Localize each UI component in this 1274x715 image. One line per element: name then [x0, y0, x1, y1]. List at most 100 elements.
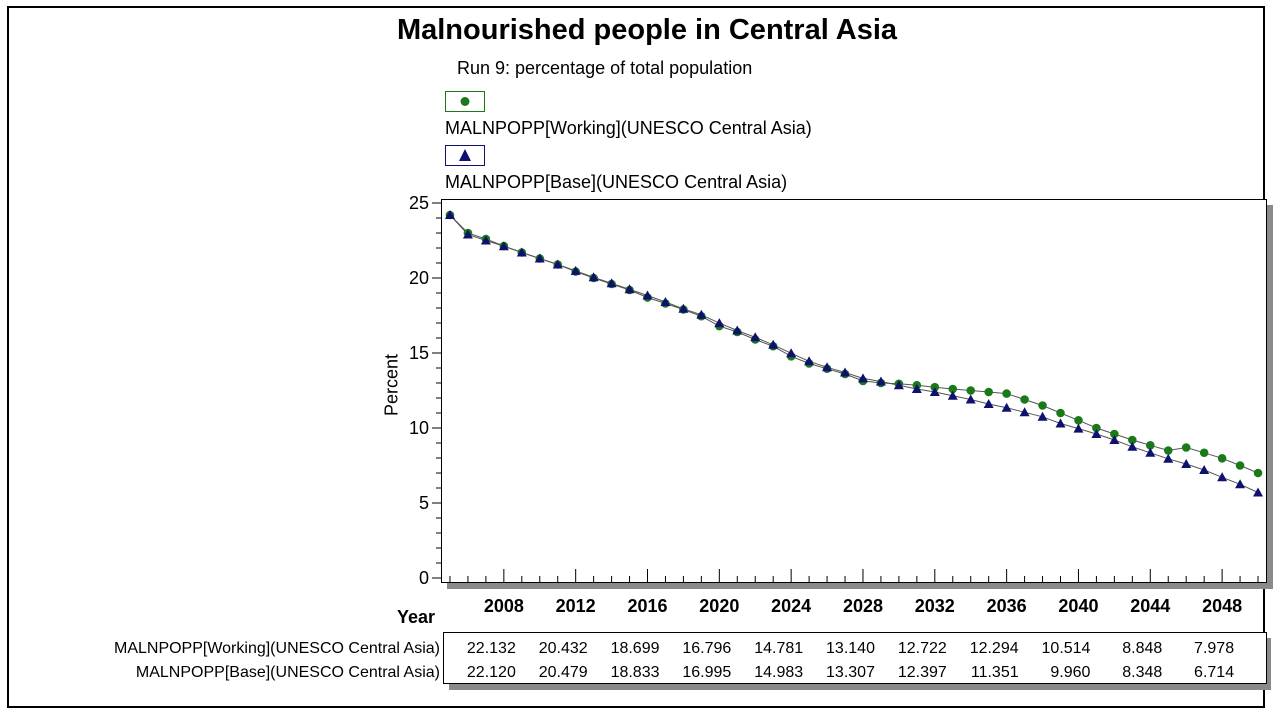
data-point-base — [786, 348, 797, 358]
x-tick-label: 2028 — [843, 596, 883, 616]
data-point-base — [1235, 479, 1246, 489]
data-point-base — [552, 259, 563, 269]
x-tick-label: 2024 — [771, 596, 811, 616]
table-cell: 18.699 — [610, 640, 660, 657]
table-cell: 14.983 — [754, 664, 804, 681]
x-tick-label: 2040 — [1058, 596, 1098, 616]
table-cell: 20.479 — [538, 664, 588, 681]
data-point-base — [498, 241, 509, 251]
series-line-1 — [449, 214, 1259, 493]
table-cell: 22.132 — [466, 640, 516, 657]
y-tick-label: 0 — [419, 568, 429, 588]
data-point-base — [875, 376, 886, 386]
x-tick-label: 2012 — [556, 596, 596, 616]
legend-label-base: MALNPOPP[Base](UNESCO Central Asia) — [445, 172, 788, 192]
data-point-base — [660, 297, 671, 306]
data-point-base — [768, 339, 779, 349]
data-point-working — [1235, 461, 1245, 470]
y-tick-label: 5 — [419, 493, 429, 513]
data-point-base — [983, 399, 994, 408]
x-axis-label: Year — [397, 607, 436, 627]
data-point-base — [1199, 465, 1210, 474]
table-cell: 13.140 — [826, 640, 875, 657]
data-point-working — [1056, 408, 1065, 418]
data-point-base — [1127, 441, 1138, 451]
chart-subtitle: Run 9: percentage of total population — [457, 58, 753, 78]
data-point-base — [570, 265, 581, 275]
table-cell: 6.714 — [1194, 664, 1235, 681]
data-point-base — [714, 318, 725, 328]
triangle-marker-icon — [459, 149, 471, 161]
x-tick-label: 2036 — [987, 596, 1027, 616]
data-point-base — [1181, 459, 1192, 468]
data-point-base — [642, 290, 653, 300]
table-cell: 11.351 — [970, 664, 1019, 681]
data-point-base — [1019, 407, 1030, 417]
legend-swatch-working — [445, 91, 485, 112]
y-tick-label: 15 — [409, 343, 429, 363]
data-point-base — [822, 362, 833, 372]
table-cell: 16.796 — [682, 640, 732, 657]
data-point-base — [444, 210, 455, 219]
data-point-base — [1145, 447, 1156, 457]
data-point-base — [929, 387, 940, 397]
data-point-base — [1163, 453, 1174, 463]
data-point-working — [1145, 440, 1155, 450]
table-cell: 12.722 — [897, 640, 947, 657]
x-tick-label: 2008 — [484, 596, 524, 616]
data-point-base — [732, 325, 743, 335]
data-point-base — [893, 380, 904, 390]
data-point-base — [1109, 435, 1120, 444]
data-point-base — [1217, 472, 1228, 482]
data-point-working — [966, 386, 976, 395]
data-point-base — [1037, 411, 1048, 421]
table-cell: 18.833 — [610, 664, 660, 681]
data-point-base — [480, 235, 491, 245]
table-cell: 12.294 — [969, 640, 1019, 657]
data-point-working — [1110, 429, 1119, 439]
data-point-working — [1092, 423, 1101, 433]
legend-label-working: MALNPOPP[Working](UNESCO Central Asia) — [445, 118, 812, 138]
data-point-working — [948, 384, 958, 394]
y-tick-label: 20 — [409, 268, 429, 288]
data-point-base — [534, 253, 545, 263]
table-cell: 16.995 — [682, 664, 732, 681]
data-point-working — [1163, 446, 1173, 455]
data-point-base — [1073, 423, 1084, 433]
data-point-base — [678, 303, 689, 313]
data-point-base — [911, 384, 922, 393]
data-point-base — [965, 394, 976, 404]
series-line-0 — [449, 214, 1259, 474]
table-cell: 14.781 — [754, 640, 804, 657]
data-point-working — [984, 387, 993, 397]
x-tick-label: 2020 — [699, 596, 739, 616]
y-tick-label: 25 — [409, 193, 429, 213]
legend-swatch-base — [445, 145, 485, 166]
data-point-base — [1001, 402, 1012, 412]
data-point-base — [1055, 418, 1066, 428]
x-tick-label: 2044 — [1130, 596, 1170, 616]
data-point-working — [1253, 468, 1263, 478]
table-cell: 8.848 — [1122, 640, 1163, 657]
data-point-working — [1074, 415, 1083, 425]
data-point-base — [1091, 429, 1102, 438]
data-point-base — [857, 373, 868, 383]
data-point-working — [1020, 395, 1029, 404]
data-point-base — [840, 367, 851, 377]
y-tick-label: 10 — [409, 418, 429, 438]
x-tick-label: 2048 — [1202, 596, 1242, 616]
table-cell: 20.432 — [538, 640, 588, 657]
data-point-working — [1199, 448, 1209, 458]
data-point-base — [750, 332, 761, 342]
table-cell: 10.514 — [1041, 640, 1091, 657]
table-row-label: MALNPOPP[Base](UNESCO Central Asia) — [135, 664, 440, 681]
table-cell: 7.978 — [1194, 640, 1235, 657]
x-tick-label: 2016 — [627, 596, 667, 616]
data-point-base — [947, 390, 958, 400]
x-tick-label: 2032 — [915, 596, 955, 616]
table-cell: 8.348 — [1122, 664, 1163, 681]
data-point-working — [1038, 401, 1047, 410]
data-point-base — [516, 247, 527, 257]
data-table — [443, 632, 1267, 684]
